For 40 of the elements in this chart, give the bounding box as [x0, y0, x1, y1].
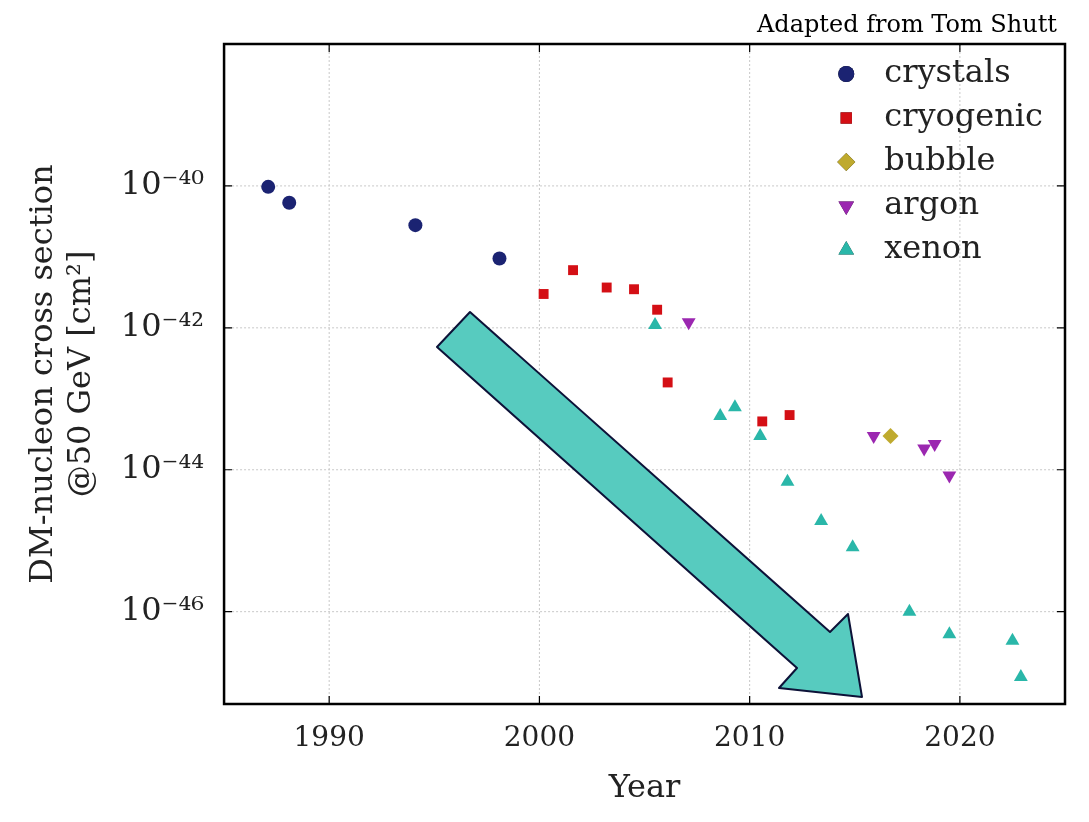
point [282, 195, 297, 210]
point [902, 603, 917, 616]
point [652, 304, 663, 315]
y-tick-label: 10⁻⁴⁰ [120, 164, 205, 203]
legend-label: crystals [884, 52, 1011, 91]
point [728, 399, 742, 412]
legend-label: argon [884, 184, 979, 223]
point [601, 282, 612, 293]
point [882, 427, 899, 444]
y-tick-label: 10⁻⁴² [120, 306, 205, 345]
point [629, 284, 639, 295]
point [568, 265, 578, 276]
point [814, 512, 829, 525]
x-tick-label: 2010 [714, 720, 786, 754]
x-tick-label: 2020 [924, 720, 996, 754]
point [942, 626, 957, 639]
point [662, 377, 673, 388]
y-tick-label: 10⁻⁴⁴ [120, 448, 205, 487]
point [784, 410, 795, 421]
point [713, 408, 728, 421]
point [408, 218, 423, 233]
point [845, 539, 860, 552]
x-tick-label: 2000 [503, 720, 576, 754]
x-tick-label: 1990 [293, 720, 365, 754]
point [753, 427, 768, 440]
point [1013, 669, 1028, 682]
point [757, 416, 768, 427]
point [1005, 632, 1020, 645]
legend-label: cryogenic [884, 96, 1043, 135]
point [648, 316, 662, 329]
point [492, 251, 507, 266]
legend-label: xenon [884, 228, 982, 267]
point [780, 473, 795, 486]
text: Adapted from Tom Shutt [755, 10, 1058, 39]
x-axis-title: Year [607, 767, 682, 806]
legend-label: bubble [884, 140, 996, 179]
y-axis-title: DM-nucleon cross section @50 GeV [cm²] [21, 164, 98, 584]
point [261, 179, 276, 194]
y-tick-label: 10⁻⁴⁶ [120, 589, 205, 628]
point [538, 289, 549, 299]
